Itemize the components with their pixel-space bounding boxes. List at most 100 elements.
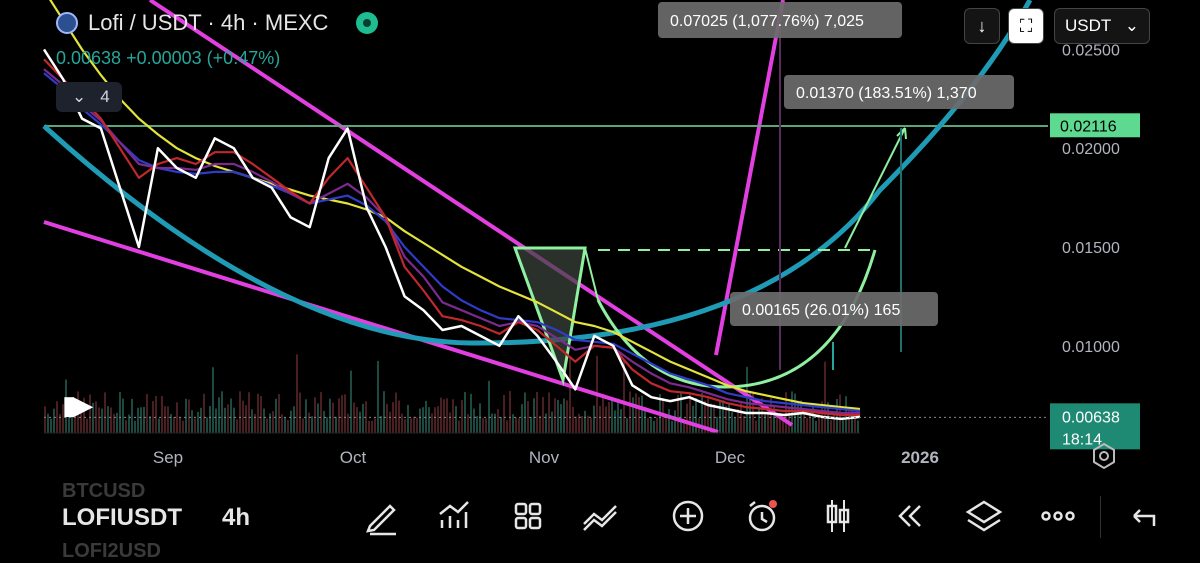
currency-select[interactable]: USDT ⌄ [1054,8,1150,44]
volume-bar [497,409,499,433]
measure-label-box[interactable] [658,2,902,38]
chevron-down-icon: ⌄ [1124,16,1139,35]
volume-bar [695,398,697,433]
indicators-toggle[interactable]: ⌄ 4 [56,82,122,112]
volume-bar [413,416,415,433]
volume-bar [383,391,385,433]
candles-icon[interactable] [818,496,858,536]
volume-bar [137,407,139,433]
tradingview-logo-icon: ▮▶ [62,390,93,420]
volume-bar [377,360,379,433]
settings-gear-icon[interactable] [1090,442,1118,470]
volume-bar [614,410,616,433]
download-arrow-button[interactable]: ↓ [964,8,1000,44]
arc-curve[interactable] [42,0,1033,346]
compare-lines-icon[interactable] [580,496,620,536]
volume-bar [641,395,643,433]
volume-bar [185,398,187,433]
measure-label-box[interactable] [730,292,938,326]
symbol-item-next[interactable]: LOFI2USD [62,540,161,562]
volume-bar [731,412,733,433]
timeframe-button[interactable]: 4h [222,504,251,531]
symbol-header[interactable]: Lofi / USDT · 4h · MEXC [56,10,379,36]
measure-label-text: 0.07025 (1,077.76%) 7,025 [670,13,864,30]
x-tick-label: Dec [715,448,746,467]
volume-bar [797,400,799,433]
layers-icon[interactable] [964,496,1004,536]
volume-bar [545,413,547,433]
volume-bar [317,403,319,433]
projection-arrow[interactable] [844,127,906,249]
series-price-line[interactable] [42,48,861,421]
volume-bar [626,418,628,433]
level-price-tag[interactable] [1050,113,1140,138]
volume-bar [332,402,334,433]
volume-bar [143,406,145,433]
price-change: +0.00003 (+0.47%) [126,48,281,68]
current-price-tag[interactable] [1050,403,1140,450]
volume-bar [584,410,586,433]
volume-bar [719,399,721,433]
trendline-upper[interactable] [148,0,794,427]
measure-label-box[interactable] [784,75,1014,109]
volume-bar [779,413,781,433]
series-ma-yellow[interactable] [44,0,861,411]
series-ma-red[interactable] [43,58,860,417]
volume-bar [728,404,730,433]
triangle-pattern[interactable] [512,246,587,386]
pen-icon[interactable] [362,496,402,536]
symbol-list[interactable]: BTCUSD [62,480,145,502]
volume-bar [656,417,658,433]
trendline-steep[interactable] [714,0,785,356]
volume-bar [812,405,814,433]
volume-bar [494,413,496,433]
volume-bar [440,397,442,433]
layouts-grid-icon[interactable] [508,496,548,536]
volume-bar [428,407,430,433]
volume-bar [254,414,256,433]
volume-bar [557,399,559,433]
fullscreen-button[interactable]: ⛶ [1008,8,1044,44]
add-circle-icon[interactable] [668,496,708,536]
volume-bar [713,403,715,433]
symbol-item-prev[interactable]: BTCUSD [62,480,146,502]
volume-bar [350,370,352,433]
volume-bar [275,398,277,433]
volume-bar [407,405,409,433]
volume-bar [341,395,343,433]
coin-logo-icon [56,12,78,34]
volume-bar [50,418,52,433]
volume-bar [68,417,70,433]
volume-bar [362,403,364,433]
volume-bar [512,414,514,433]
more-icon[interactable] [1038,496,1078,536]
volume-bar [227,404,229,433]
volume-bar [617,398,619,433]
volume-bar [578,413,580,433]
volume-bar [59,413,61,433]
volume-bar [266,418,268,433]
indicators-icon[interactable] [434,496,474,536]
series-ma-blue[interactable] [43,72,861,413]
trendline-lower[interactable] [43,220,719,434]
replay-rewind-icon[interactable] [890,496,930,536]
volume-bar [107,406,109,433]
back-arrow-icon[interactable] [1124,496,1164,536]
symbol-title: Lofi / USDT · 4h · MEXC [88,10,329,35]
volume-bar [488,380,490,433]
volume-bar [527,401,529,433]
volume-bar [461,399,463,433]
volume-bar [437,406,439,433]
chevron-down-icon: ⌄ [72,87,87,106]
alert-clock-icon[interactable] [742,496,782,536]
y-tick-label: 0.01000 [1062,339,1120,356]
x-tick-label: Sep [153,448,183,467]
volume-bar [551,411,553,433]
symbol-item-current[interactable]: LOFIUSDT [62,504,182,531]
volume-bar [509,391,511,433]
volume-bar [281,414,283,433]
volume-bar [392,402,394,433]
volume-bar [188,399,190,433]
volume-bar [671,420,673,433]
